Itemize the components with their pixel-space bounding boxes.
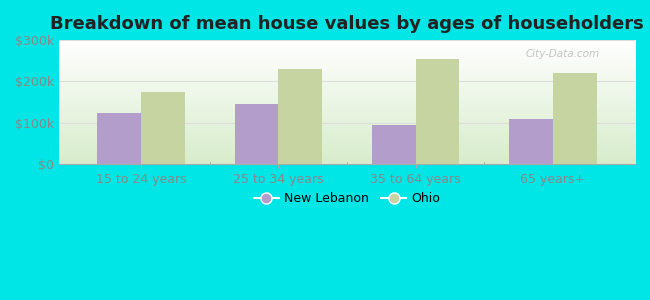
Bar bbox=[509, 119, 552, 164]
Bar bbox=[552, 73, 597, 164]
Bar bbox=[372, 125, 415, 164]
Bar bbox=[278, 69, 322, 164]
Bar bbox=[415, 59, 460, 164]
Text: City-Data.com: City-Data.com bbox=[526, 49, 600, 59]
Bar bbox=[235, 104, 278, 164]
Bar bbox=[98, 112, 141, 164]
Title: Breakdown of mean house values by ages of householders: Breakdown of mean house values by ages o… bbox=[50, 15, 644, 33]
Bar bbox=[141, 92, 185, 164]
Legend: New Lebanon, Ohio: New Lebanon, Ohio bbox=[249, 187, 445, 210]
